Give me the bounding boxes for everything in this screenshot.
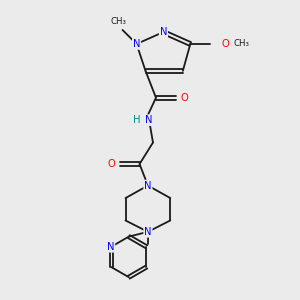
Text: N: N xyxy=(146,115,153,125)
Text: N: N xyxy=(107,242,114,252)
Text: H: H xyxy=(133,115,140,125)
Text: N: N xyxy=(144,227,152,237)
Text: N: N xyxy=(160,27,167,37)
Text: O: O xyxy=(222,39,230,49)
Text: CH₃: CH₃ xyxy=(111,16,127,26)
Text: O: O xyxy=(181,93,188,103)
Text: N: N xyxy=(144,181,152,190)
Text: N: N xyxy=(133,39,140,49)
Text: CH₃: CH₃ xyxy=(234,40,250,49)
Text: O: O xyxy=(108,159,116,169)
